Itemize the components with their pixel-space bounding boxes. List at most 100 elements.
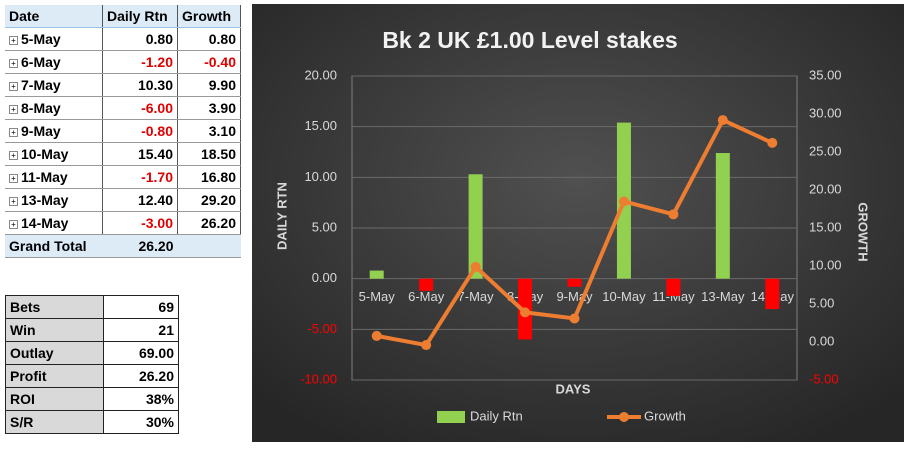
x-tick-label: 7-May	[458, 289, 495, 304]
cell-text: 0.80	[145, 31, 173, 47]
table-cell: 38%	[103, 387, 179, 411]
table-cell: +9-May	[5, 119, 103, 143]
table-cell: +8-May	[5, 96, 103, 120]
y2-tick-label: 30.00	[809, 105, 842, 120]
line-marker	[421, 340, 432, 351]
expand-icon[interactable]: +	[9, 104, 18, 114]
expand-icon[interactable]: +	[9, 219, 18, 229]
table-row: +8-May -6.00 3.90	[5, 96, 241, 120]
cell-text: 9.90	[208, 77, 236, 93]
line-marker	[767, 137, 778, 148]
bar	[765, 278, 780, 310]
cell-text: Growth	[182, 8, 231, 24]
cell-text: 30%	[145, 414, 174, 430]
table-cell: +14-May	[5, 211, 103, 235]
table-row: +13-May 12.40 29.20	[5, 188, 241, 212]
table-row: +7-May 10.30 9.90	[5, 73, 241, 97]
y2-tick-label: 35.00	[809, 67, 842, 82]
x-axis-title: DAYS	[556, 381, 591, 396]
cell-text: 69	[158, 299, 174, 315]
y2-tick-label: 25.00	[809, 143, 842, 158]
y-tick-label: -10.00	[300, 371, 337, 386]
legend-label: Growth	[644, 408, 686, 423]
table-row: ROI 38%	[5, 387, 179, 411]
cell-text: 14-May	[21, 215, 69, 231]
cell-text: 38%	[145, 391, 174, 407]
cell-text: 6-May	[21, 54, 61, 70]
expand-icon[interactable]: +	[9, 196, 18, 206]
table-cell: 69	[103, 295, 179, 319]
table-row: +10-May 15.40 18.50	[5, 142, 241, 166]
table-cell: 9.90	[177, 73, 241, 97]
table-row: S/R 30%	[5, 410, 179, 434]
cell-text: 10-May	[21, 146, 69, 162]
table-cell: 15.40	[102, 142, 178, 166]
expand-icon[interactable]: +	[9, 81, 18, 91]
y2-tick-label: -5.00	[809, 371, 839, 386]
table-cell: +5-May	[5, 27, 103, 51]
cell-text: 0.80	[208, 31, 236, 47]
y-tick-label: -5.00	[307, 321, 337, 336]
cell-text: 16.80	[200, 169, 236, 185]
line-marker	[371, 330, 382, 341]
table-cell: -1.20	[102, 50, 178, 74]
x-tick-label: 11-May	[652, 289, 695, 304]
cell-text: Grand Total	[9, 238, 87, 254]
line-marker	[668, 209, 679, 220]
expand-icon[interactable]: +	[9, 35, 18, 45]
table-cell: 26.20	[103, 364, 179, 388]
cell-text: -0.40	[204, 54, 236, 70]
cell-text: 26.20	[138, 368, 174, 384]
table-cell: +7-May	[5, 73, 103, 97]
cell-text: Win	[10, 322, 36, 338]
cell-text: 18.50	[200, 146, 236, 162]
table-cell: 18.50	[177, 142, 241, 166]
table-cell: 26.20	[102, 234, 178, 258]
table-cell: 29.20	[177, 188, 241, 212]
table-row: +9-May -0.80 3.10	[5, 119, 241, 143]
table-cell: -0.40	[177, 50, 241, 74]
table-cell: 10.30	[102, 73, 178, 97]
table-row: +6-May -1.20 -0.40	[5, 50, 241, 74]
table-cell: ROI	[5, 387, 104, 411]
cell-text: Profit	[10, 368, 47, 384]
bar	[369, 270, 384, 279]
x-tick-label: 13-May	[701, 289, 745, 304]
cell-text: 11-May	[21, 169, 68, 185]
x-tick-label: 10-May	[602, 289, 646, 304]
chart-title: Bk 2 UK £1.00 Level stakes	[382, 27, 677, 53]
cell-text: S/R	[10, 414, 34, 430]
line-marker	[717, 115, 728, 126]
table-cell: -1.70	[102, 165, 178, 189]
table-cell: +13-May	[5, 188, 103, 212]
line-marker	[470, 261, 481, 272]
legend-swatch	[619, 412, 629, 422]
table-cell: Outlay	[5, 341, 104, 365]
expand-icon[interactable]: +	[9, 150, 18, 160]
cell-text: 8-May	[21, 100, 61, 116]
cell-text: 3.10	[208, 123, 236, 139]
expand-icon[interactable]: +	[9, 173, 18, 183]
expand-icon[interactable]: +	[9, 58, 18, 68]
table-cell: Profit	[5, 364, 104, 388]
cell-text: 15.40	[137, 146, 173, 162]
cell-text: -1.70	[141, 169, 173, 185]
bar	[419, 278, 434, 291]
bar	[567, 278, 582, 287]
cell-text: 69.00	[138, 345, 174, 361]
table-row: +11-May -1.70 16.80	[5, 165, 241, 189]
line-marker	[520, 307, 531, 318]
expand-icon[interactable]: +	[9, 127, 18, 137]
cell-text: -1.20	[141, 54, 173, 70]
cell-text: Daily Rtn	[107, 8, 168, 24]
y2-tick-label: 10.00	[809, 257, 842, 272]
table-row: Grand Total 26.20	[5, 234, 241, 258]
y2-tick-label: 5.00	[809, 295, 834, 310]
cell-text: 13-May	[21, 192, 69, 208]
cell-text: Bets	[10, 299, 41, 315]
table-cell: 69.00	[103, 341, 179, 365]
table-cell: -3.00	[102, 211, 178, 235]
table-cell: 26.20	[177, 211, 241, 235]
cell-text: 9-May	[21, 123, 61, 139]
summary-table: Bets 69 Win 21 Outlay 69.00 Profit 26.20 ROI 38% S…	[5, 295, 179, 434]
